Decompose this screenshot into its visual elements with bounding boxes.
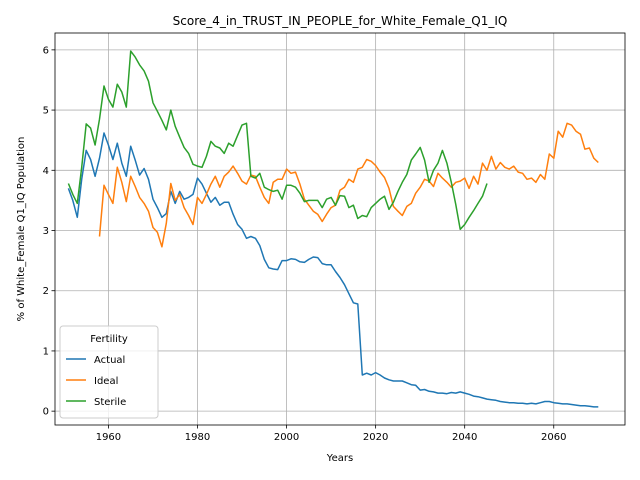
y-axis-title: % of White_Female Q1_IQ Population: [16, 137, 27, 322]
y-tick-label: 0: [43, 407, 49, 418]
legend-box: [59, 325, 159, 419]
legend-title: Fertility: [90, 334, 128, 345]
y-tick-label: 3: [43, 226, 49, 237]
series-line-sterile: [67, 50, 488, 231]
x-tick-label: 1960: [96, 432, 121, 443]
legend-label-ideal: Ideal: [94, 376, 118, 387]
series-line-ideal: [98, 122, 599, 248]
x-tick-label: 2040: [452, 432, 477, 443]
chart-title: Score_4_in_TRUST_IN_PEOPLE_for_White_Fem…: [173, 14, 508, 28]
legend: Fertility Actual Ideal Sterile: [59, 325, 159, 419]
legend-label-actual: Actual: [94, 355, 125, 366]
y-tick-label: 4: [43, 166, 49, 177]
legend-label-sterile: Sterile: [94, 397, 126, 408]
x-axis-title: Years: [326, 453, 353, 464]
y-tick-label: 6: [43, 45, 49, 56]
y-tick-label: 1: [43, 346, 49, 357]
plot-area-frame: [54, 32, 626, 426]
legend-items: Actual Ideal Sterile: [66, 355, 126, 408]
y-tick-label: 2: [43, 286, 49, 297]
x-tick-label: 2020: [363, 432, 388, 443]
x-tick-label: 2000: [274, 432, 299, 443]
series-line-actual: [67, 132, 599, 408]
x-tick-label: 2060: [541, 432, 566, 443]
x-tick-label: 1980: [185, 432, 210, 443]
y-tick-label: 5: [43, 106, 49, 117]
x-axis-ticks: 1960 1980 2000 2020 2040 2060: [96, 425, 566, 443]
series-lines: [67, 50, 599, 408]
y-axis-ticks: 0 1 2 3 4 5 6: [43, 45, 55, 418]
